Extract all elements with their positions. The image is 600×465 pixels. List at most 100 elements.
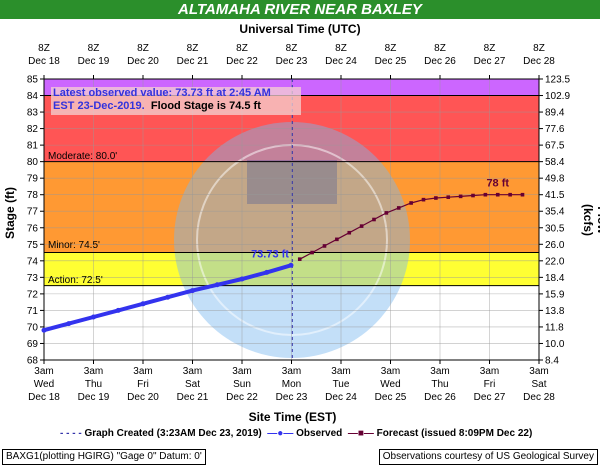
y2-tick-label: 15.9 (545, 289, 565, 300)
y2-tick-label: 89.4 (545, 108, 565, 119)
x-top-tick-label: 8Z (187, 43, 199, 54)
x-tick-label: Fri (484, 379, 496, 390)
x-tick-label: Fri (137, 379, 149, 390)
legend: - - - - Graph Created (3:23AM Dec 23, 20… (60, 428, 532, 439)
x-tick-label: Wed (380, 379, 400, 390)
x-tick-label: 3am (430, 366, 449, 377)
forecast-point (421, 197, 426, 202)
forecast-point (520, 192, 525, 197)
forecast-point (322, 244, 327, 248)
y-tick-label: 69 (27, 339, 39, 350)
x-tick-label: Dec 23 (276, 392, 308, 403)
legend-observed: Observed (296, 428, 343, 439)
x-top-tick-label: 8Z (533, 43, 545, 54)
x-top-tick-label: 8Z (236, 43, 248, 54)
right-axis-title: Flow (kcfs) (581, 203, 600, 236)
y-tick-label: 84 (27, 91, 39, 102)
y2-tick-label: 58.4 (545, 157, 565, 168)
observed-point (165, 294, 171, 300)
forecast-point (508, 192, 512, 197)
x-tick-label: 3am (381, 366, 400, 377)
x-top-tick-label: Dec 19 (78, 56, 110, 67)
x-tick-label: Wed (34, 379, 54, 390)
x-top-tick-label: Dec 25 (375, 56, 407, 67)
x-tick-label: Sat (531, 379, 546, 390)
y2-tick-label: 13.8 (545, 306, 565, 317)
y-tick-label: 75 (27, 240, 39, 251)
forecast-point (458, 194, 463, 199)
y-tick-label: 71 (27, 306, 39, 317)
x-tick-label: Mon (282, 379, 301, 390)
observed-point (214, 282, 220, 288)
y2-tick-label: 67.5 (545, 141, 565, 152)
legend-forecast: Forecast (issued 8:09PM Dec 22) (376, 428, 533, 439)
x-tick-label: 3am (133, 366, 152, 377)
x-tick-label: Dec 27 (474, 392, 506, 403)
x-top-tick-label: Dec 28 (523, 56, 555, 67)
forecast-point (335, 237, 339, 242)
x-tick-label: Dec 26 (424, 392, 456, 403)
x-tick-label: 3am (480, 366, 499, 377)
x-tick-label: Dec 19 (78, 392, 110, 403)
x-top-tick-label: 8Z (335, 43, 347, 54)
x-top-tick-label: 8Z (434, 43, 446, 54)
title-bar (0, 0, 600, 19)
legend-created: Graph Created (3:23AM Dec 23, 2019) (84, 428, 262, 439)
y2-tick-label: 123.5 (545, 75, 570, 86)
forecast-point (310, 250, 314, 255)
x-tick-label: 3am (529, 366, 548, 377)
x-top-tick-label: Dec 20 (127, 56, 159, 67)
zone-label-moderate: Moderate: 80.0' (48, 151, 118, 162)
observed-point (288, 262, 294, 268)
forecast-point (359, 224, 364, 228)
top-axis-title: Universal Time (UTC) (239, 22, 361, 36)
x-tick-label: 3am (232, 366, 251, 377)
y-tick-label: 82 (27, 124, 39, 135)
forecast-point (297, 257, 302, 261)
legend-forecast-marker: —■— (347, 428, 374, 439)
observed-value-label: 73.73 ft (251, 248, 289, 260)
left-axis-title: Stage (ft) (3, 187, 17, 239)
y-tick-label: 83 (27, 108, 39, 119)
x-tick-label: Dec 24 (325, 392, 357, 403)
x-tick-label: Sat (185, 379, 200, 390)
chart-title: ALTAMAHA RIVER NEAR BAXLEY (178, 1, 422, 18)
observed-point (190, 288, 195, 294)
x-top-tick-label: 8Z (286, 43, 298, 54)
forecast-point (384, 211, 389, 215)
y2-tick-label: 11.8 (545, 322, 564, 333)
x-tick-label: 3am (34, 366, 53, 377)
x-tick-label: Tue (333, 379, 350, 390)
x-tick-label: 3am (84, 366, 103, 377)
forecast-point (347, 230, 352, 235)
note-line-1: Latest observed value: 73.73 ft at 2:45 … (53, 87, 271, 99)
footer-datum: BAXG1(plotting HGIRG) "Gage 0" Datum: 0' (2, 449, 206, 465)
x-tick-label: 3am (282, 366, 301, 377)
x-tick-label: Dec 21 (177, 392, 209, 403)
x-tick-label: Dec 18 (28, 392, 60, 403)
x-top-tick-label: 8Z (137, 43, 149, 54)
y-tick-label: 73 (27, 273, 39, 284)
y2-tick-label: 49.8 (545, 174, 565, 185)
x-top-tick-label: Dec 23 (276, 56, 308, 67)
y2-tick-label: 35.4 (545, 207, 565, 218)
x-top-tick-label: 8Z (88, 43, 100, 54)
x-tick-label: Thu (85, 379, 102, 390)
zone-label-minor: Minor: 74.5' (48, 240, 100, 251)
observed-point (239, 276, 245, 282)
x-top-tick-label: Dec 21 (177, 56, 209, 67)
forecast-point (495, 192, 500, 197)
y-tick-label: 70 (27, 322, 39, 333)
y-tick-label: 77 (27, 207, 39, 218)
x-top-tick-label: Dec 26 (424, 56, 456, 67)
forecast-point (471, 193, 475, 198)
y-tick-label: 80 (27, 157, 39, 168)
x-top-tick-label: Dec 22 (226, 56, 258, 67)
y-tick-label: 74 (27, 256, 39, 267)
y-tick-label: 72 (27, 289, 39, 300)
x-tick-label: Dec 22 (226, 392, 258, 403)
y2-tick-label: 102.9 (545, 91, 570, 102)
x-tick-label: Dec 20 (127, 392, 159, 403)
y-tick-label: 85 (27, 75, 39, 86)
